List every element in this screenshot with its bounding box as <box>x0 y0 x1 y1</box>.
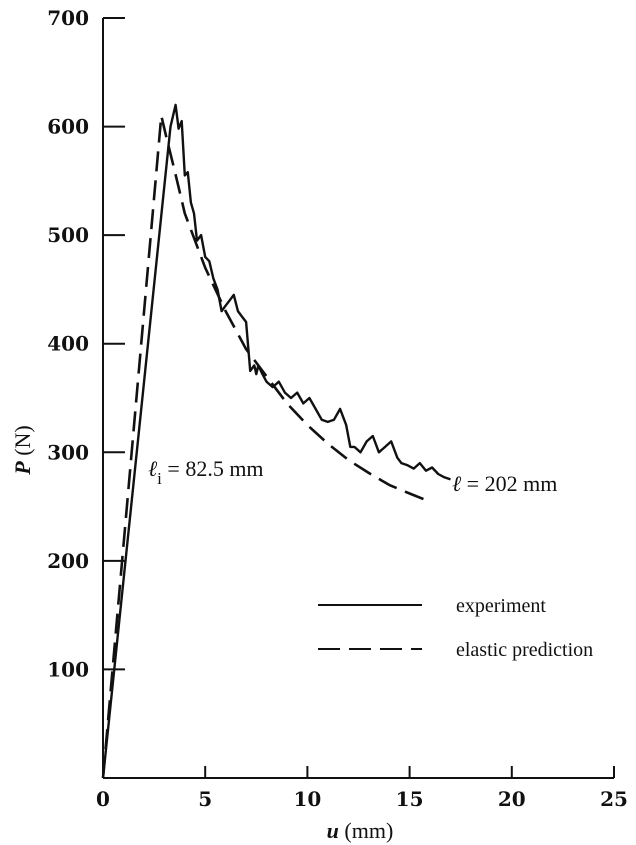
series-layer <box>101 103 451 779</box>
y-axis-ticks: 100 200 300 400 500 600 700 <box>47 6 125 681</box>
y-tick-label: 400 <box>47 332 89 356</box>
x-axis-ticks: 0 5 10 15 20 25 <box>96 766 628 811</box>
legend: experiment elastic prediction <box>318 595 593 661</box>
y-tick-label: 700 <box>47 6 89 30</box>
x-tick-label: 15 <box>396 787 424 811</box>
y-axis-label: P (N) <box>10 425 35 476</box>
legend-label-elastic-prediction: elastic prediction <box>456 639 593 661</box>
series-line-experiment <box>101 103 451 779</box>
axes <box>102 18 614 779</box>
y-tick-label: 600 <box>47 115 89 139</box>
annotation-initial-length: ℓi = 82.5 mm <box>148 456 264 488</box>
x-tick-label: 0 <box>96 787 110 811</box>
x-axis-label: u (mm) <box>327 818 394 843</box>
y-tick-label: 100 <box>47 657 89 681</box>
x-tick-label: 5 <box>198 787 212 811</box>
x-tick-label: 10 <box>293 787 321 811</box>
y-tick-label: 300 <box>47 440 89 464</box>
y-tick-label: 500 <box>47 223 89 247</box>
x-tick-label: 20 <box>498 787 526 811</box>
annotation-final-length: ℓ = 202 mm <box>452 471 557 496</box>
x-tick-label: 25 <box>600 787 628 811</box>
series-line-elastic-prediction <box>101 114 427 779</box>
y-tick-label: 200 <box>47 549 89 573</box>
legend-label-experiment: experiment <box>456 595 546 617</box>
